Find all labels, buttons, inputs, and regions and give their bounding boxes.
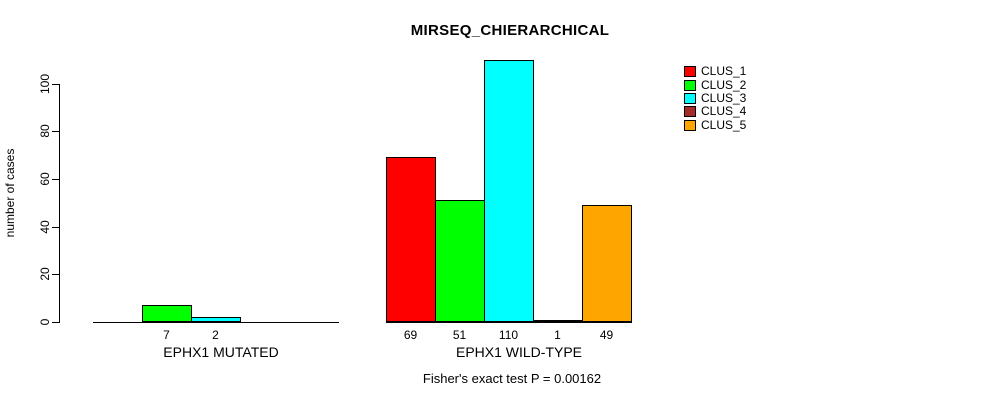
y-tick-label: 60 [38, 172, 52, 186]
y-tick [52, 227, 59, 228]
legend-swatch-clus-4 [684, 106, 696, 118]
bar-value-label: 7 [163, 328, 170, 342]
bar-clus-2-ephx1-mutated [142, 305, 192, 322]
bar-clus-2-ephx1-wild-type [435, 200, 485, 322]
bar-value-label: 69 [403, 328, 418, 342]
legend-swatch-clus-2 [684, 79, 696, 91]
legend: CLUS_1 CLUS_2 CLUS_3 CLUS_4 CLUS_5 [684, 65, 746, 132]
bar-clus-3-ephx1-wild-type [484, 60, 534, 322]
bar-clus-4-ephx1-wild-type [533, 320, 583, 322]
legend-swatch-clus-3 [684, 92, 696, 104]
legend-item-clus-4: CLUS_4 [684, 105, 746, 118]
y-tick-label: 40 [38, 220, 52, 234]
legend-swatch-clus-5 [684, 119, 696, 131]
group-baseline-ephx1-wild-type [386, 322, 632, 323]
bar-value-label: 51 [452, 328, 467, 342]
group-label-ephx1-wild-type: EPHX1 WILD-TYPE [455, 344, 583, 360]
bar-value-label: 1 [554, 328, 561, 342]
bar-value-label: 49 [599, 328, 614, 342]
legend-label: CLUS_4 [701, 104, 747, 119]
y-tick [52, 322, 59, 323]
legend-item-clus-3: CLUS_3 [684, 90, 747, 105]
legend-label: CLUS_5 [701, 117, 747, 132]
y-axis-line [59, 84, 60, 323]
y-tick-label: 100 [38, 73, 52, 95]
y-tick [52, 131, 59, 132]
y-tick-label: 80 [38, 124, 52, 138]
chart-title: MIRSEQ_CHIERARCHICAL [410, 22, 610, 39]
group-label-ephx1-mutated: EPHX1 MUTATED [163, 344, 279, 360]
fisher-test-annotation: Fisher's exact test P = 0.00162 [422, 371, 602, 386]
bar-clus-3-ephx1-mutated [191, 317, 241, 322]
legend-item-clus-2: CLUS_2 [684, 78, 746, 91]
y-tick-label: 0 [38, 318, 52, 326]
y-tick-label: 20 [38, 267, 52, 281]
bar-clus-1-ephx1-wild-type [386, 157, 436, 322]
legend-label: CLUS_3 [701, 90, 747, 105]
legend-item-clus-1: CLUS_1 [684, 65, 746, 78]
bar-value-label: 2 [212, 328, 219, 342]
y-tick [52, 179, 59, 180]
bar-clus-5-ephx1-wild-type [582, 205, 632, 322]
bar-value-label: 110 [498, 328, 519, 342]
legend-label: CLUS_2 [701, 77, 747, 92]
legend-item-clus-5: CLUS_5 [684, 118, 746, 131]
group-baseline-ephx1-mutated [93, 322, 339, 323]
y-tick [52, 84, 59, 85]
legend-label: CLUS_1 [701, 64, 747, 79]
y-tick [52, 274, 59, 275]
legend-swatch-clus-1 [684, 66, 696, 78]
